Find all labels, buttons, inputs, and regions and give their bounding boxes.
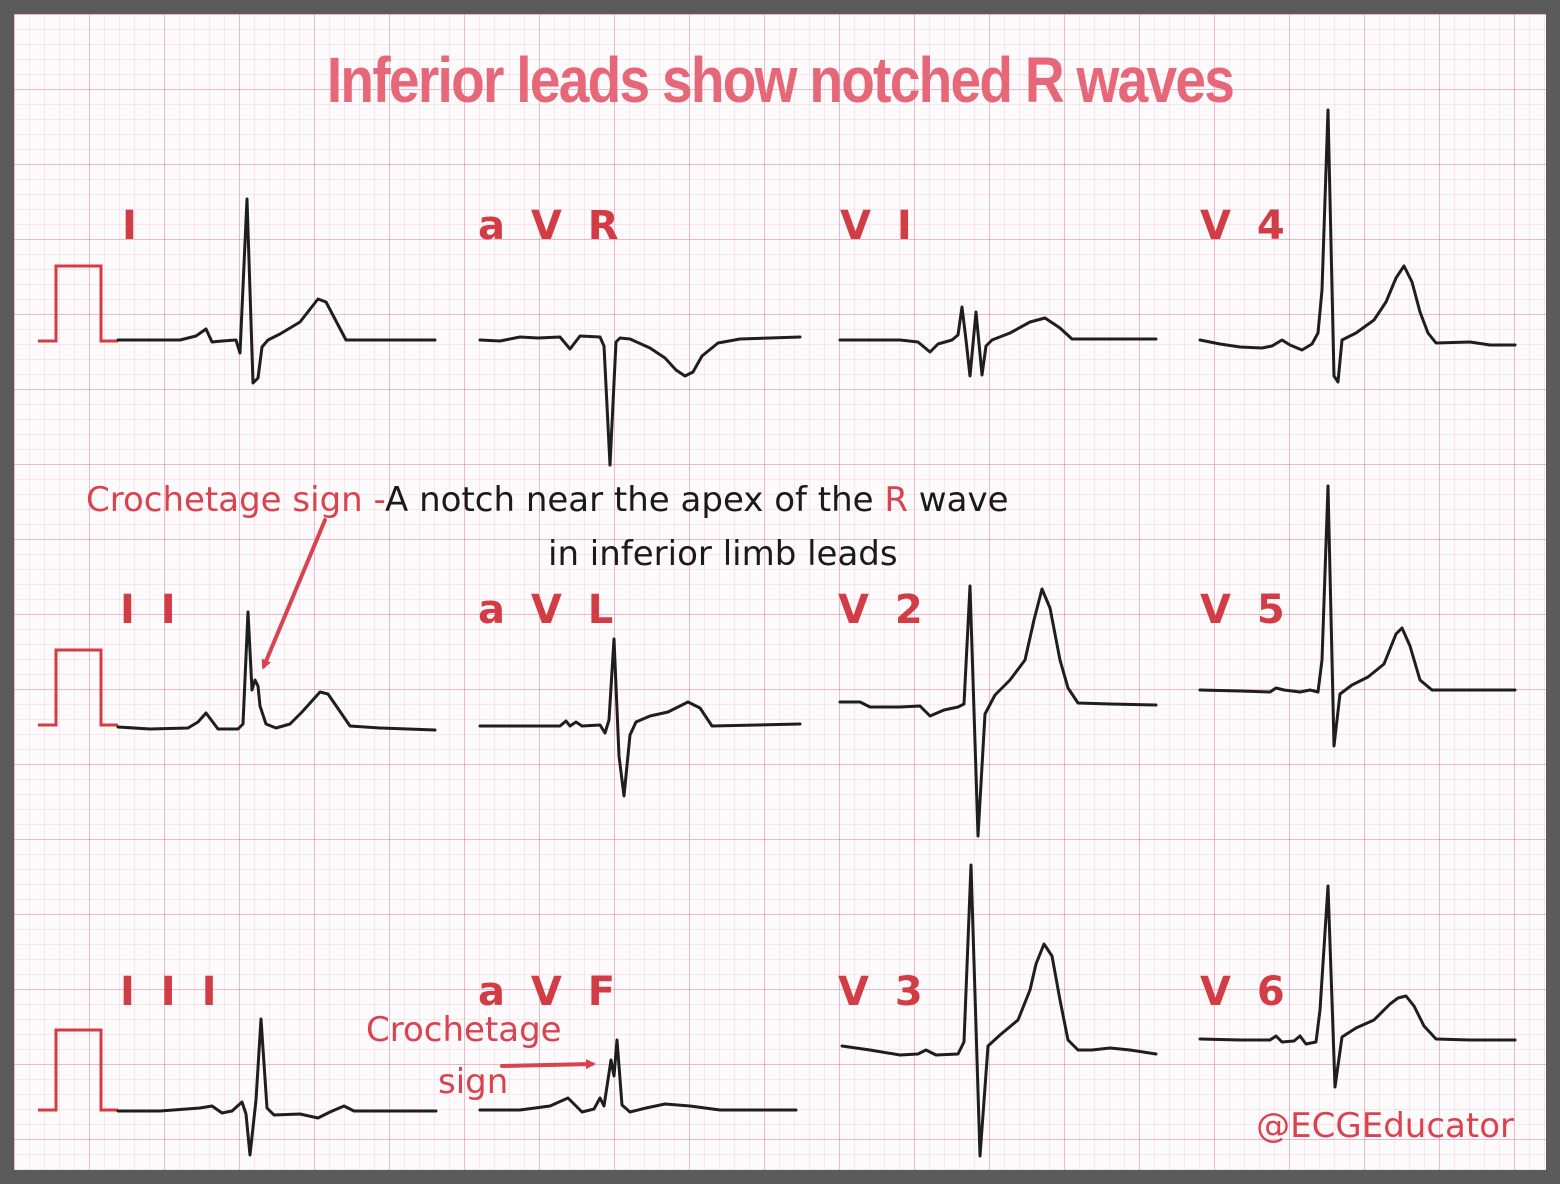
crochetage-arrow-lead-aVF xyxy=(502,1064,592,1066)
lead-label-V2: V 2 xyxy=(838,588,929,632)
lead-label-aVL: a V L xyxy=(478,588,619,632)
crochetage-term: Crochetage sign - xyxy=(86,480,385,520)
crochetage-arrow-lead-II xyxy=(264,520,325,666)
lead-label-aVR: a V R xyxy=(478,204,625,248)
trace-lead-V1 xyxy=(840,307,1156,376)
lead-label-II: I I xyxy=(120,588,182,632)
page-title: Inferior leads show notched R waves xyxy=(109,44,1451,116)
annotation-text-before-r: A notch near the apex of the xyxy=(385,480,884,520)
crochetage-annotation-line2: in inferior limb leads xyxy=(548,534,898,574)
lead-label-V4: V 4 xyxy=(1200,204,1291,248)
trace-lead-aVL xyxy=(480,639,800,796)
trace-lead-aVR xyxy=(480,336,800,465)
lead-label-V3: V 3 xyxy=(838,970,929,1014)
annotation-r-letter: R xyxy=(884,480,908,520)
trace-lead-aVF xyxy=(480,1040,796,1112)
lead-label-V5: V 5 xyxy=(1200,588,1291,632)
calibration-pulse-row1 xyxy=(38,266,118,341)
lead-label-I: I xyxy=(122,204,143,248)
lead-label-V1: V I xyxy=(840,204,918,248)
lead-label-V6: V 6 xyxy=(1200,970,1291,1014)
credit-handle: @ECGEducator xyxy=(1256,1106,1514,1146)
lead-label-aVF: a V F xyxy=(478,970,621,1014)
avf-crochetage-label-line1: Crochetage xyxy=(366,1010,562,1050)
crochetage-annotation-line1: Crochetage sign -A notch near the apex o… xyxy=(86,480,1009,520)
lead-label-III: I I I xyxy=(120,970,223,1014)
trace-lead-I xyxy=(118,199,435,383)
calibration-pulse-row2 xyxy=(38,650,118,725)
calibration-pulse-row3 xyxy=(38,1030,118,1110)
avf-crochetage-label-line2: sign xyxy=(438,1062,508,1102)
annotation-text-after-r: wave xyxy=(908,480,1009,520)
